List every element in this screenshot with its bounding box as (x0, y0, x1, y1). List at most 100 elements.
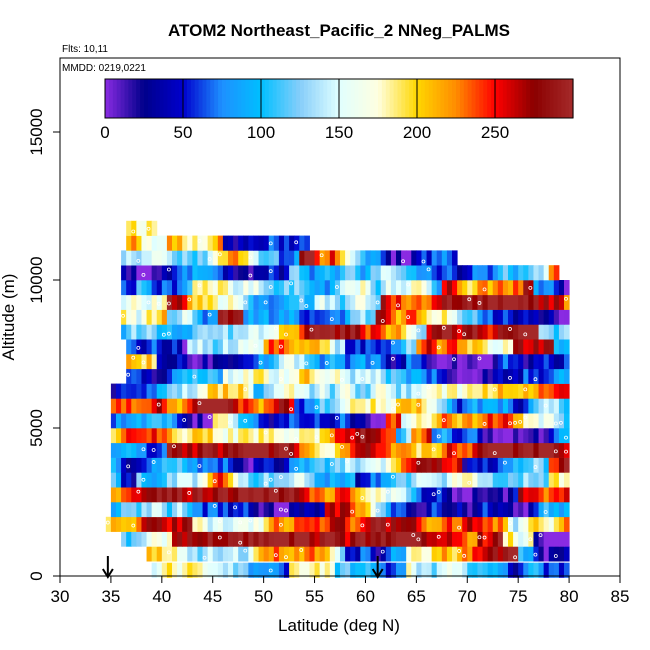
heatmap-cell (110, 398, 117, 414)
heatmap-cell (192, 546, 198, 562)
heatmap-cell (126, 220, 132, 236)
heatmap-cell (187, 368, 193, 384)
heatmap-cell (228, 265, 234, 281)
sample-point (457, 329, 461, 334)
heatmap-cell (543, 457, 550, 473)
heatmap-cell (248, 294, 254, 310)
heatmap-cell (248, 502, 254, 518)
heatmap-cell (553, 339, 560, 355)
heatmap-cell (502, 487, 509, 503)
heatmap-cell (131, 339, 137, 355)
heatmap-cell (355, 309, 361, 325)
heatmap-cell (355, 472, 361, 488)
heatmap-cell (477, 398, 484, 414)
heatmap-cell (299, 487, 305, 503)
colorbar-segment (393, 79, 399, 118)
heatmap-cell (406, 280, 412, 296)
heatmap-cell (452, 280, 458, 296)
heatmap-cell (166, 516, 173, 532)
heatmap-cell (385, 294, 392, 310)
heatmap-cell (136, 354, 142, 370)
heatmap-cell (202, 265, 209, 281)
heatmap-cell (502, 309, 509, 325)
heatmap-cell (462, 428, 468, 444)
heatmap-cell (441, 546, 448, 562)
heatmap-cell (207, 368, 214, 384)
heatmap-cell (553, 324, 560, 340)
heatmap-cell (238, 280, 244, 296)
heatmap-cell (497, 502, 504, 518)
sample-point (238, 520, 243, 525)
heatmap-cell (116, 457, 122, 473)
heatmap-cell (304, 235, 310, 251)
heatmap-cell (340, 413, 346, 429)
colorbar-segment (374, 79, 379, 118)
heatmap-cell (228, 354, 234, 370)
heatmap-cell (477, 265, 484, 281)
heatmap-cell (441, 294, 448, 310)
heatmap-cell (492, 516, 499, 532)
heatmap-cell (319, 324, 326, 340)
heatmap-cell (446, 516, 453, 532)
heatmap-cell (528, 531, 534, 547)
heatmap-cell (314, 531, 321, 547)
heatmap-cell (172, 324, 178, 340)
colorbar-segment (253, 79, 258, 118)
heatmap-cell (345, 294, 351, 310)
colorbar-segment (257, 79, 262, 118)
heatmap-cell (136, 457, 142, 473)
heatmap-cell (324, 265, 331, 281)
heatmap-cell (217, 354, 224, 370)
heatmap-cell (278, 442, 285, 458)
heatmap-cell (268, 457, 275, 473)
heatmap-cell (401, 398, 407, 414)
heatmap-cell (548, 502, 555, 518)
heatmap-cell (294, 502, 300, 518)
colorbar-segment (280, 79, 285, 118)
sample-point (431, 492, 436, 497)
y-tick-label: 15000 (27, 108, 46, 155)
heatmap-cell (446, 531, 453, 547)
heatmap-cell (497, 562, 504, 578)
heatmap-cell (518, 442, 524, 458)
heatmap-cell (192, 398, 198, 414)
heatmap-cell (513, 502, 519, 518)
heatmap-cell (426, 413, 433, 429)
heatmap-cell (477, 294, 484, 310)
heatmap-cell (324, 250, 331, 266)
colorbar-segment (186, 79, 192, 118)
heatmap-cell (217, 368, 224, 384)
heatmap-cell (110, 457, 117, 473)
heatmap-cell (487, 354, 494, 370)
heatmap-cell (436, 457, 443, 473)
heatmap-cell (309, 562, 316, 578)
colorbar-segment (202, 79, 207, 118)
heatmap-cell (197, 354, 204, 370)
heatmap-cell (406, 472, 412, 488)
heatmap-cell (182, 472, 188, 488)
colorbar-tick-label: 250 (481, 123, 509, 142)
heatmap-cell (533, 487, 540, 503)
sample-point (136, 259, 141, 263)
heatmap-cell (370, 339, 377, 355)
heatmap-cell (289, 383, 295, 399)
heatmap-cell (370, 383, 377, 399)
heatmap-cell (278, 368, 285, 384)
heatmap-cell (202, 368, 209, 384)
colorbar-segment (459, 79, 465, 118)
heatmap-cell (222, 457, 229, 473)
heatmap-cell (182, 354, 188, 370)
heatmap-cell (426, 368, 433, 384)
heatmap-cell (345, 428, 351, 444)
heatmap-cell (411, 354, 417, 370)
sample-point (294, 437, 299, 441)
heatmap-cell (462, 368, 468, 384)
heatmap-cell (385, 516, 392, 532)
sample-point (284, 555, 288, 560)
heatmap-cell (385, 562, 392, 578)
heatmap-cell (136, 294, 142, 310)
heatmap-cell (390, 294, 397, 310)
heatmap-cell (314, 294, 321, 310)
heatmap-cell (329, 368, 336, 384)
heatmap-cell (121, 383, 127, 399)
